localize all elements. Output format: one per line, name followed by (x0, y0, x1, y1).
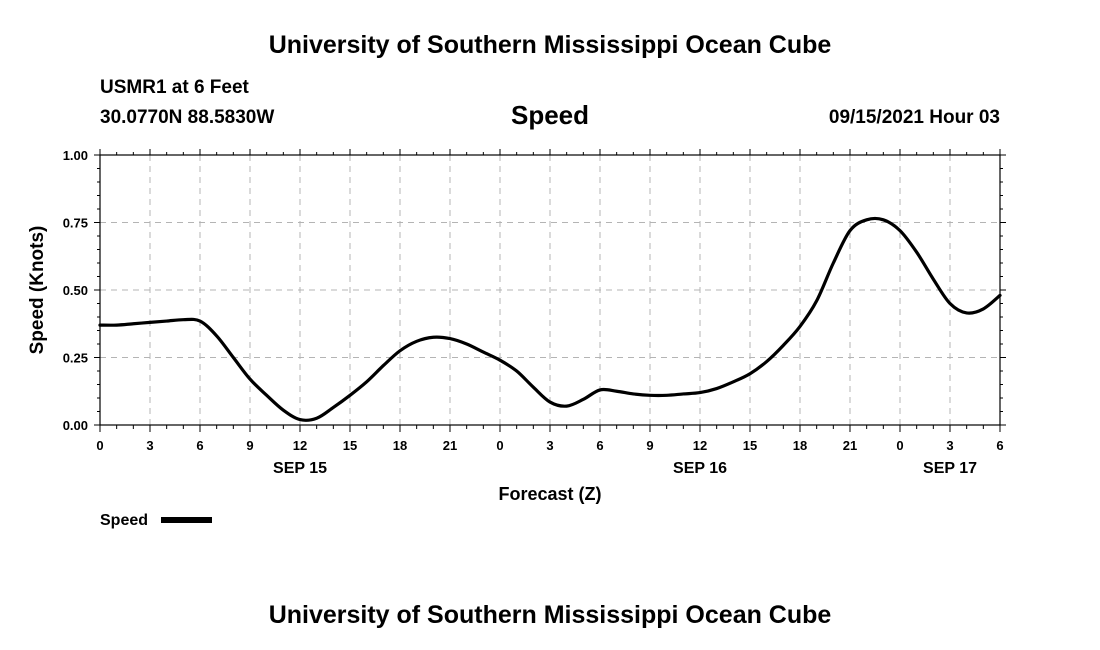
date-label: SEP 15 (273, 460, 327, 477)
chart-grid (100, 155, 1000, 425)
x-tick-label: 3 (546, 438, 553, 453)
legend-swatch (161, 517, 212, 523)
x-tick-label: 15 (743, 438, 757, 453)
y-tick-label: 0.00 (63, 418, 88, 433)
y-tick-label: 1.00 (63, 148, 88, 163)
x-tick-label: 3 (946, 438, 953, 453)
x-tick-label: 12 (293, 438, 307, 453)
chart-title: Speed (510, 100, 590, 130)
x-tick-label: 6 (996, 438, 1003, 453)
legend: Speed (100, 512, 212, 529)
page-title: University of Southern Mississippi Ocean… (268, 31, 832, 59)
date-label: SEP 17 (923, 460, 977, 477)
forecast-datetime: 09/15/2021 Hour 03 (828, 107, 1000, 128)
x-tick-label: 9 (646, 438, 653, 453)
x-tick-label: 12 (693, 438, 707, 453)
x-tick-label: 0 (496, 438, 503, 453)
x-tick-label: 6 (196, 438, 203, 453)
date-label: SEP 16 (673, 460, 727, 477)
x-tick-label: 21 (443, 438, 457, 453)
x-tick-label: 6 (596, 438, 603, 453)
series-line-speed (98, 216, 1002, 422)
legend-label: Speed (100, 512, 148, 529)
y-tick-label: 0.50 (63, 283, 88, 298)
x-tick-label: 0 (896, 438, 903, 453)
x-tick-label: 18 (393, 438, 407, 453)
x-tick-label: 21 (843, 438, 857, 453)
y-tick-label: 0.75 (63, 216, 88, 231)
station-coordinates: 30.0770N 88.5830W (100, 107, 275, 128)
chart-ticks: 0 3 6 9 12 15 18 21 0 3 6 9 12 15 18 21 0 3 6 0.00 0.25 0.50 0… (63, 148, 1006, 477)
x-tick-label: 15 (343, 438, 357, 453)
chart-series (98, 216, 1002, 422)
x-tick-label: 0 (96, 438, 103, 453)
x-tick-label: 3 (146, 438, 153, 453)
x-axis-label: Forecast (Z) (498, 484, 601, 504)
y-tick-label: 0.25 (63, 351, 88, 366)
footer-title: University of Southern Mississippi Ocean… (268, 601, 832, 629)
x-tick-label: 9 (246, 438, 253, 453)
x-tick-label: 18 (793, 438, 807, 453)
y-axis-label: Speed (Knots) (27, 226, 48, 355)
station-label: USMR1 at 6 Feet (100, 77, 249, 98)
